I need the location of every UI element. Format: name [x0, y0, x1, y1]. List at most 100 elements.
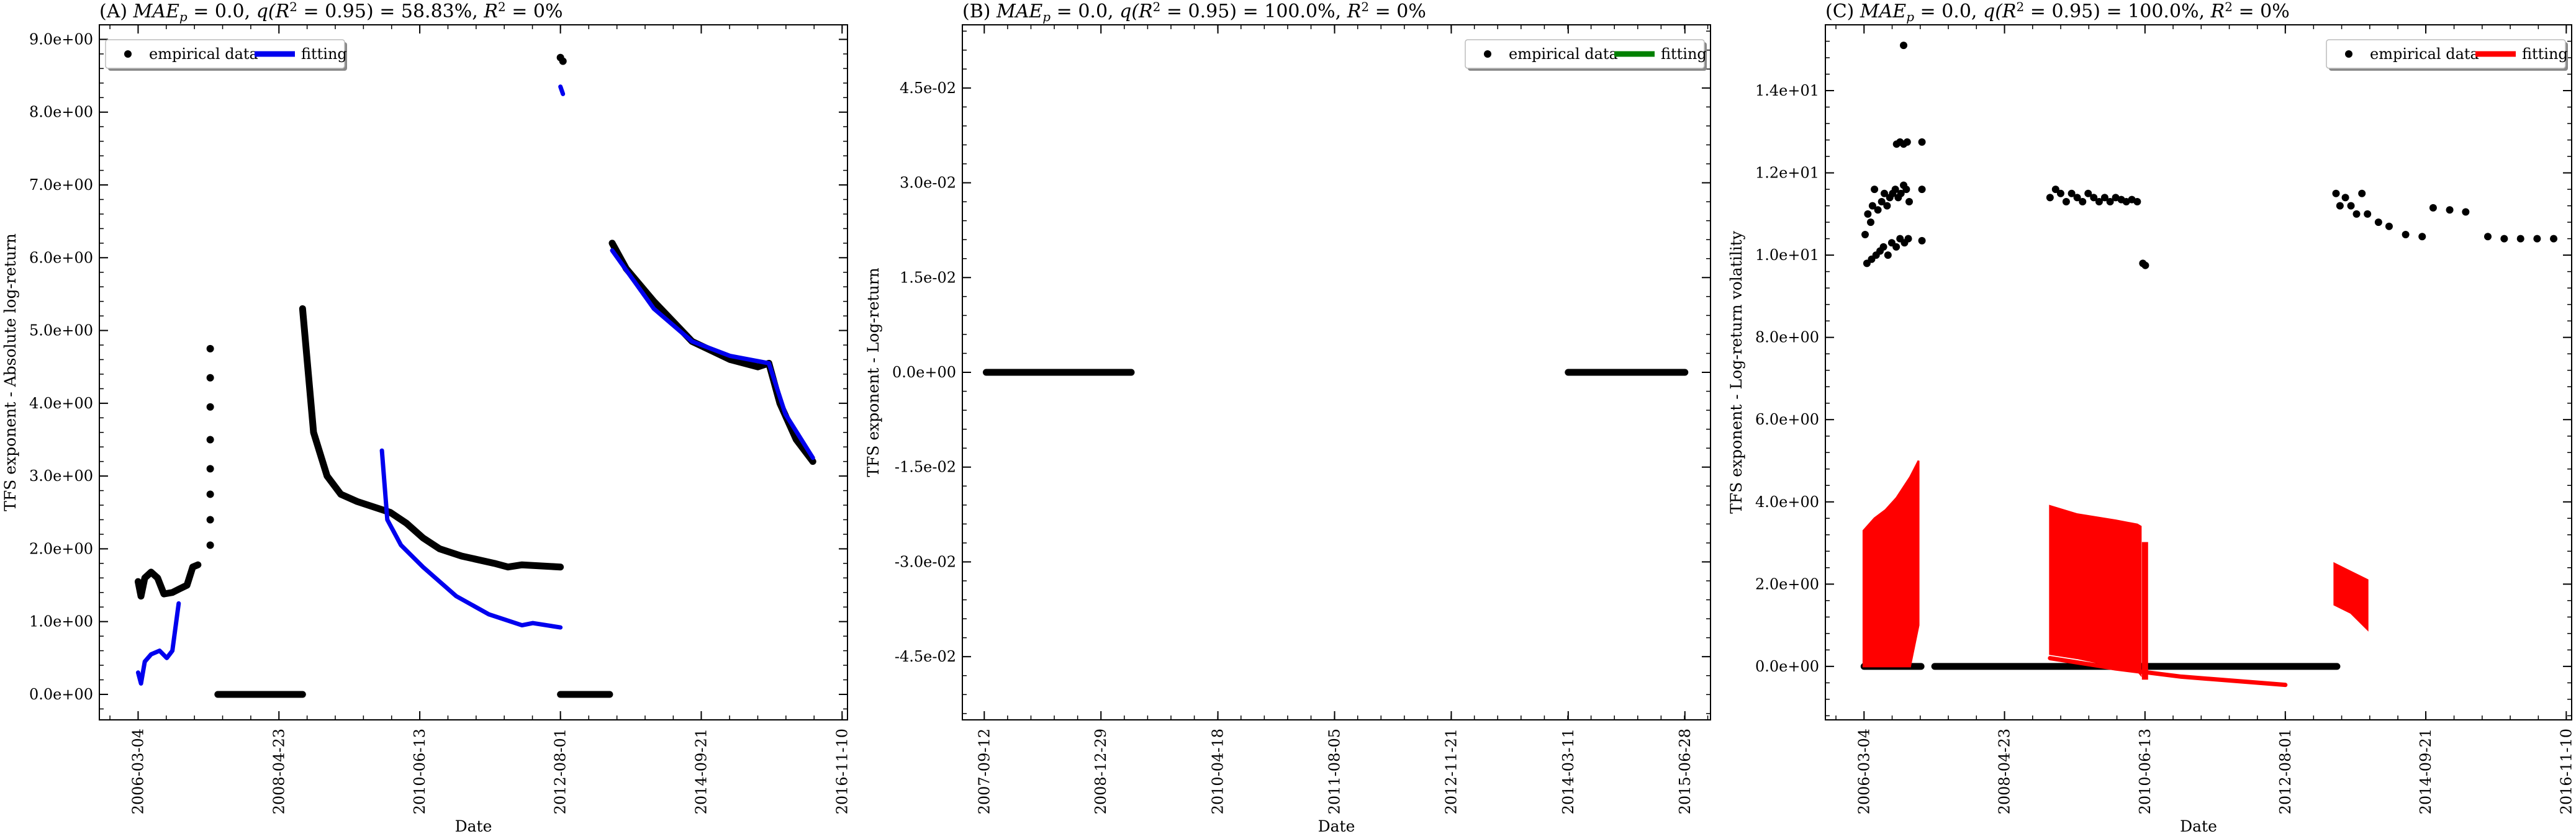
x-tick-label: 2014-09-21	[692, 729, 710, 814]
y-tick-label: -3.0e-02	[895, 553, 956, 570]
y-axis: 0.0e+00 1.0e+00 2.0e+00 3.0e+00 4.0e+00 5.0e+…	[29, 30, 847, 710]
y-tick-label: -1.5e-02	[895, 459, 956, 476]
empirical-series-2-point-3	[1868, 202, 1876, 210]
empirical-series-1-point-6	[206, 374, 214, 382]
y-tick-label: 3.0e-02	[900, 174, 956, 192]
empirical-series-4-point-18	[2550, 235, 2558, 243]
empirical-series-2-point-24	[1892, 243, 1900, 251]
x-tick-label: 2010-06-13	[2136, 729, 2154, 814]
y-axis: -4.5e-02 -3.0e-02 -1.5e-02 0.0e+00 1.5e-02 3.…	[892, 30, 1711, 714]
fitting-series-9-line	[558, 84, 566, 96]
y-tick-label: 2.0e+00	[29, 540, 93, 557]
plot-frame	[99, 24, 848, 720]
legend-label-empirical: empirical data	[1509, 45, 1618, 63]
empirical-series-1-point-3	[206, 465, 214, 473]
legend: empirical data fitting	[105, 39, 347, 71]
empirical-series-1-point-0	[206, 541, 214, 549]
empirical-series-3-point-1	[2051, 186, 2059, 194]
chart-title: (C) MAEp = 0.0, q(R2 = 0.95) = 100.0%, R…	[1825, 0, 2290, 24]
empirical-series-3-point-0	[2046, 194, 2054, 202]
empirical-series-4-point-1	[559, 57, 567, 65]
panel-b: 2007-09-12 2008-12-29 2010-04-18 2011-08-05…	[864, 0, 1711, 835]
y-tick-label: 7.0e+00	[29, 176, 93, 194]
x-tick-label: 2016-11-10	[2557, 729, 2575, 814]
empirical-series-3-point-5	[2073, 194, 2081, 202]
empirical-series-3	[2046, 186, 2149, 269]
x-tick-label: 2015-06-28	[1676, 729, 1694, 814]
fitting-series-7-band	[2141, 542, 2148, 680]
y-tick-label: 3.0e+00	[29, 467, 93, 485]
legend-label-empirical: empirical data	[2370, 45, 2479, 63]
y-axis-label: TFS exponent - Absolute log-return	[1, 233, 19, 511]
legend-marker-empirical	[2345, 50, 2352, 58]
y-tick-label: 2.0e+00	[1755, 575, 1819, 593]
plot-area	[134, 53, 816, 698]
empirical-series-4-point-3	[2347, 202, 2355, 210]
empirical-series-2-point-22	[1884, 251, 1892, 259]
panel-a: 2006-03-04 2008-04-23 2010-06-13 2012-08-01…	[1, 0, 851, 835]
empirical-series-2-point-21	[1879, 243, 1887, 251]
empirical-series-1-point-7	[206, 344, 214, 352]
x-tick-label: 2006-03-04	[129, 729, 147, 814]
empirical-series-6-line	[608, 240, 816, 465]
x-tick-label: 2012-11-21	[1442, 729, 1460, 814]
fitting-series-8-line	[379, 448, 563, 630]
x-tick-label: 2016-11-10	[833, 729, 851, 814]
empirical-series-2-point-11	[1891, 186, 1899, 194]
empirical-series-2-point-34	[1918, 236, 1926, 245]
empirical-series-3-point-10	[2100, 194, 2108, 202]
empirical-series-2-point-6	[1878, 197, 1886, 205]
empirical-series-1-point-4	[206, 436, 214, 444]
empirical-series-4	[556, 53, 567, 65]
y-tick-label: 4.5e-02	[900, 79, 956, 97]
y-tick-label: 1.4e+01	[1755, 82, 1819, 99]
empirical-series-2-point-7	[1881, 189, 1889, 197]
legend-label-fitting: fitting	[2522, 45, 2568, 63]
empirical-series-4-point-15	[2500, 235, 2508, 243]
empirical-series-4-point-11	[2429, 204, 2437, 212]
x-axis: 2007-09-12 2008-12-29 2010-04-18 2011-08-05…	[975, 25, 1709, 814]
empirical-series-2-point-0	[1861, 230, 1869, 238]
legend-label-fitting: fitting	[1661, 45, 1707, 63]
empirical-series-2-point-5	[1874, 206, 1882, 214]
x-tick-label: 2012-08-01	[2277, 729, 2294, 814]
legend-marker-empirical	[124, 50, 132, 58]
y-tick-label: 9.0e+00	[29, 30, 93, 48]
y-axis-label: TFS exponent - Log-return	[864, 267, 882, 477]
legend-box	[1465, 39, 1705, 69]
empirical-series-3-point-11	[2106, 197, 2114, 205]
y-tick-label: 1.5e-02	[900, 269, 956, 286]
empirical-series-3-point-2	[2056, 189, 2064, 197]
x-tick-label: 2014-09-21	[2417, 729, 2434, 814]
empirical-series-2-point-33	[1918, 186, 1926, 194]
empirical-series-3-point-4	[2068, 189, 2076, 197]
fitting-series-6-band	[2049, 505, 2142, 678]
empirical-series-2-point-15	[1902, 186, 1910, 194]
y-tick-label: 6.0e+00	[29, 249, 93, 266]
empirical-series-2-point-35	[1900, 42, 1908, 50]
empirical-series-4-point-13	[2462, 208, 2470, 216]
empirical-series-4-point-4	[2352, 210, 2361, 218]
fitting-series-9-line	[2048, 656, 2288, 688]
empirical-series-4-point-12	[2446, 206, 2454, 214]
y-tick-label: 1.2e+01	[1755, 164, 1819, 182]
empirical-series-1-point-5	[206, 403, 214, 411]
empirical-series-3-line	[299, 305, 564, 571]
x-axis-label: Date	[455, 817, 492, 835]
y-tick-label: 0.0e+00	[1755, 658, 1819, 675]
empirical-series-4-point-10	[2418, 233, 2426, 241]
fitting-series-7-line	[135, 601, 181, 686]
empirical-series-2-point-1	[1864, 210, 1872, 218]
empirical-series-3-point-18	[2141, 261, 2149, 269]
y-tick-label: 0.0e+00	[29, 686, 93, 703]
legend-box	[2326, 39, 2566, 69]
empirical-series-4-point-9	[2402, 230, 2410, 238]
empirical-series-4-point-17	[2533, 235, 2541, 243]
chart-title: (B) MAEp = 0.0, q(R2 = 0.95) = 100.0%, R…	[962, 0, 1426, 24]
plot-frame	[1825, 24, 2572, 720]
empirical-series-0-line	[134, 561, 202, 600]
empirical-series-4-point-6	[2364, 210, 2372, 218]
x-tick-label: 2011-08-05	[1326, 729, 1344, 814]
empirical-series-2-point-32	[1918, 138, 1926, 146]
